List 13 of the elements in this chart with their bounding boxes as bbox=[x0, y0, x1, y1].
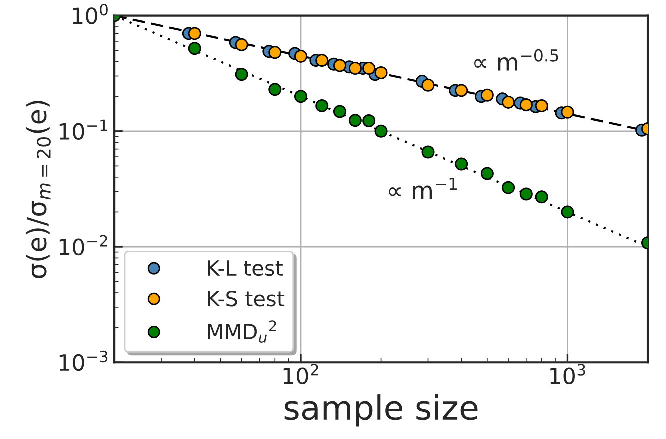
x-tick-label: 10$^{2}$ bbox=[284, 364, 318, 385]
y-tick-label: 10$^{0}$ bbox=[73, 4, 108, 24]
annotation: ∝ m$^{−0.5}$ bbox=[474, 49, 558, 71]
x-tick-label: 10$^{3}$ bbox=[550, 364, 586, 385]
x-axis-title: sample size bbox=[284, 394, 478, 427]
y-tick-label: 10$^{−3}$ bbox=[60, 350, 108, 372]
y-tick-label: 10$^{−1}$ bbox=[60, 120, 108, 140]
legend-label: MMD$_{u}$$^{2}$ bbox=[208, 320, 276, 343]
legend-label: K-S test bbox=[208, 290, 285, 307]
y-axis-title: σ(e)/σ$_{m=20}$(e) bbox=[26, 100, 51, 278]
legend-label: K-L test bbox=[208, 260, 283, 276]
y-tick-label: 10$^{−2}$ bbox=[60, 235, 108, 256]
annotation: ∝ m$^{−1}$ bbox=[389, 178, 458, 200]
